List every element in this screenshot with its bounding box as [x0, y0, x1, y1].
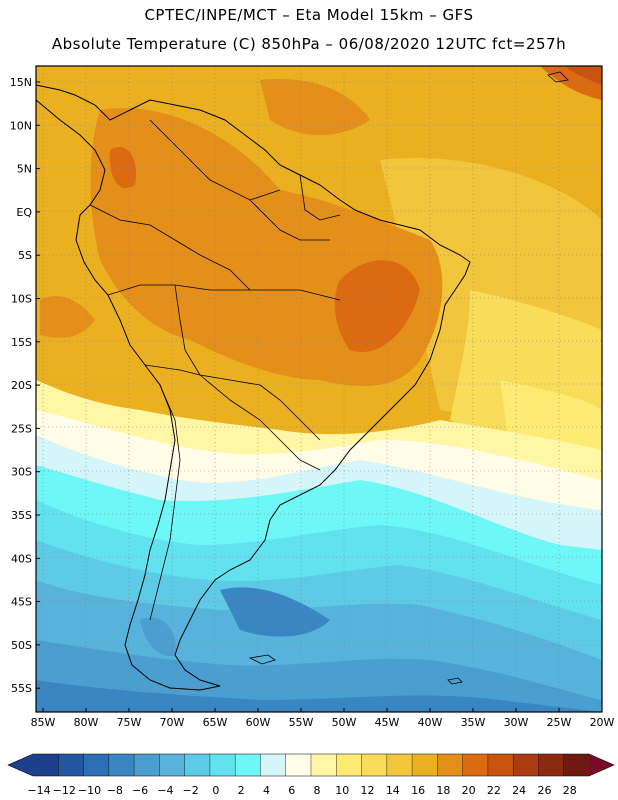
lat-label: 25S	[11, 422, 32, 435]
lon-label: 45W	[375, 716, 400, 729]
colorbar-label: 24	[512, 784, 526, 797]
colorbar-label: 6	[288, 784, 295, 797]
latitude-labels: 15N 10N 5N EQ 5S 10S 15S 20S 25S 30S 35S 40S 45S 50S 5…	[10, 76, 40, 695]
colorbar-label: −6	[132, 784, 148, 797]
colorbar-labels: −14 −12 −10 −8 −6 −4 −2 0 2 4 6 8 10 12 14 16 18 20 22 24 26…	[27, 784, 576, 797]
colorbar-label: 8	[314, 784, 321, 797]
colorbar-swatch	[108, 754, 135, 776]
lat-label: 10S	[11, 293, 32, 306]
colorbar-low-arrow	[8, 754, 33, 776]
lon-label: 55W	[289, 716, 314, 729]
colorbar-swatch	[412, 754, 438, 776]
lon-label: 70W	[160, 716, 185, 729]
lon-label: 75W	[117, 716, 142, 729]
colorbar-label: 26	[537, 784, 551, 797]
colorbar-swatch	[311, 754, 337, 776]
lat-label: 40S	[11, 552, 32, 565]
lat-label: 20S	[11, 379, 32, 392]
lon-label: 25W	[547, 716, 572, 729]
lon-label: 40W	[418, 716, 443, 729]
colorbar-swatch	[285, 754, 312, 776]
map-title-line1: CPTEC/INPE/MCT – Eta Model 15km – GFS	[144, 6, 474, 24]
colorbar-label: 10	[335, 784, 349, 797]
colorbar-swatch	[513, 754, 539, 776]
colorbar-label: 14	[386, 784, 400, 797]
lat-label: 30S	[11, 466, 32, 479]
lat-label: 5N	[17, 163, 32, 176]
colorbar-label: 28	[563, 784, 577, 797]
lat-label: EQ	[16, 206, 32, 219]
colorbar-label: 16	[411, 784, 425, 797]
lat-label: 50S	[11, 639, 32, 652]
colorbar-label: 20	[462, 784, 476, 797]
lat-label: 55S	[11, 682, 32, 695]
colorbar-swatch	[437, 754, 464, 776]
colorbar-swatch	[83, 754, 110, 776]
colorbar-swatch	[134, 754, 160, 776]
colorbar-swatch	[260, 754, 287, 776]
lon-label: 30W	[504, 716, 529, 729]
lon-label: 35W	[461, 716, 486, 729]
lon-label: 85W	[31, 716, 56, 729]
colorbar-label: −2	[183, 784, 199, 797]
colorbar-label: −10	[78, 784, 101, 797]
colorbar-label: 22	[487, 784, 501, 797]
colorbar-swatch	[462, 754, 489, 776]
colorbar-swatch	[538, 754, 565, 776]
map-frame	[35, 65, 603, 713]
colorbar-swatch	[336, 754, 363, 776]
colorbar-label: −12	[53, 784, 76, 797]
colorbar-swatch	[235, 754, 261, 776]
lat-label: 15N	[10, 76, 32, 89]
lat-label: 35S	[11, 509, 32, 522]
lon-label: 60W	[246, 716, 271, 729]
lon-label: 65W	[203, 716, 228, 729]
colorbar-swatch	[487, 754, 514, 776]
colorbar-label: −8	[107, 784, 123, 797]
map-title-line2: Absolute Temperature (C) 850hPa – 06/08/…	[51, 35, 567, 53]
colorbar-label: 12	[361, 784, 375, 797]
colorbar-label: −4	[157, 784, 173, 797]
colorbar-swatch	[58, 754, 85, 776]
colorbar	[7, 753, 615, 777]
colorbar-label: 0	[212, 784, 219, 797]
colorbar-high-arrow	[589, 754, 614, 776]
country-borders	[89, 119, 341, 621]
colorbar-swatch	[563, 754, 590, 776]
lat-label: 15S	[11, 336, 32, 349]
colorbar-swatch	[159, 754, 186, 776]
colorbar-swatch	[209, 754, 236, 776]
lat-label: 45S	[11, 596, 32, 609]
islands	[248, 71, 569, 685]
lon-label: 20W	[590, 716, 615, 729]
colorbar-label: −14	[27, 784, 50, 797]
colorbar-label: 18	[436, 784, 450, 797]
lon-label: 80W	[74, 716, 99, 729]
temperature-field	[36, 66, 602, 712]
lat-label: 5S	[18, 249, 32, 262]
colorbar-swatch	[386, 754, 413, 776]
colorbar-label: 2	[238, 784, 245, 797]
lon-label: 50W	[332, 716, 357, 729]
colorbar-label: 4	[263, 784, 270, 797]
colorbar-swatch	[184, 754, 211, 776]
colorbar-swatch	[361, 754, 388, 776]
lat-label: 10N	[10, 119, 32, 132]
colorbar-swatch	[33, 754, 59, 776]
longitude-labels: 85W 80W 75W 70W 65W 60W 55W 50W 45W 40W 35W 30W 25W 2…	[31, 708, 615, 729]
